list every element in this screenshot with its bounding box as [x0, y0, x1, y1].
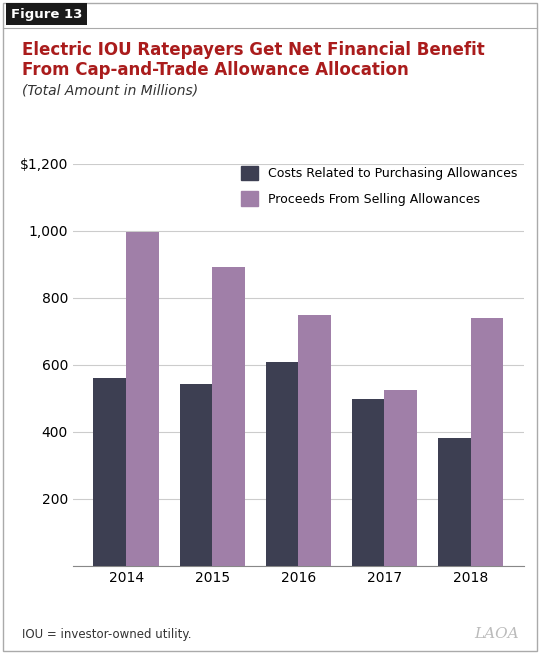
Text: IOU = investor-owned utility.: IOU = investor-owned utility. [22, 628, 191, 641]
Bar [352, 399, 384, 566]
Text: LAOA: LAOA [474, 627, 518, 641]
Text: (Total Amount in Millions): (Total Amount in Millions) [22, 84, 198, 97]
Bar [266, 362, 298, 566]
Bar [384, 390, 417, 566]
Bar [438, 438, 470, 566]
Bar [212, 267, 245, 566]
Text: From Cap-and-Trade Allowance Allocation: From Cap-and-Trade Allowance Allocation [22, 61, 408, 80]
Bar [126, 232, 159, 566]
Bar [179, 384, 212, 566]
Text: Electric IOU Ratepayers Get Net Financial Benefit: Electric IOU Ratepayers Get Net Financia… [22, 41, 484, 59]
Bar [298, 315, 331, 566]
Legend: Costs Related to Purchasing Allowances, Proceeds From Selling Allowances: Costs Related to Purchasing Allowances, … [241, 165, 517, 206]
Bar [470, 318, 503, 566]
Text: Figure 13: Figure 13 [11, 8, 82, 21]
Bar [93, 378, 126, 566]
